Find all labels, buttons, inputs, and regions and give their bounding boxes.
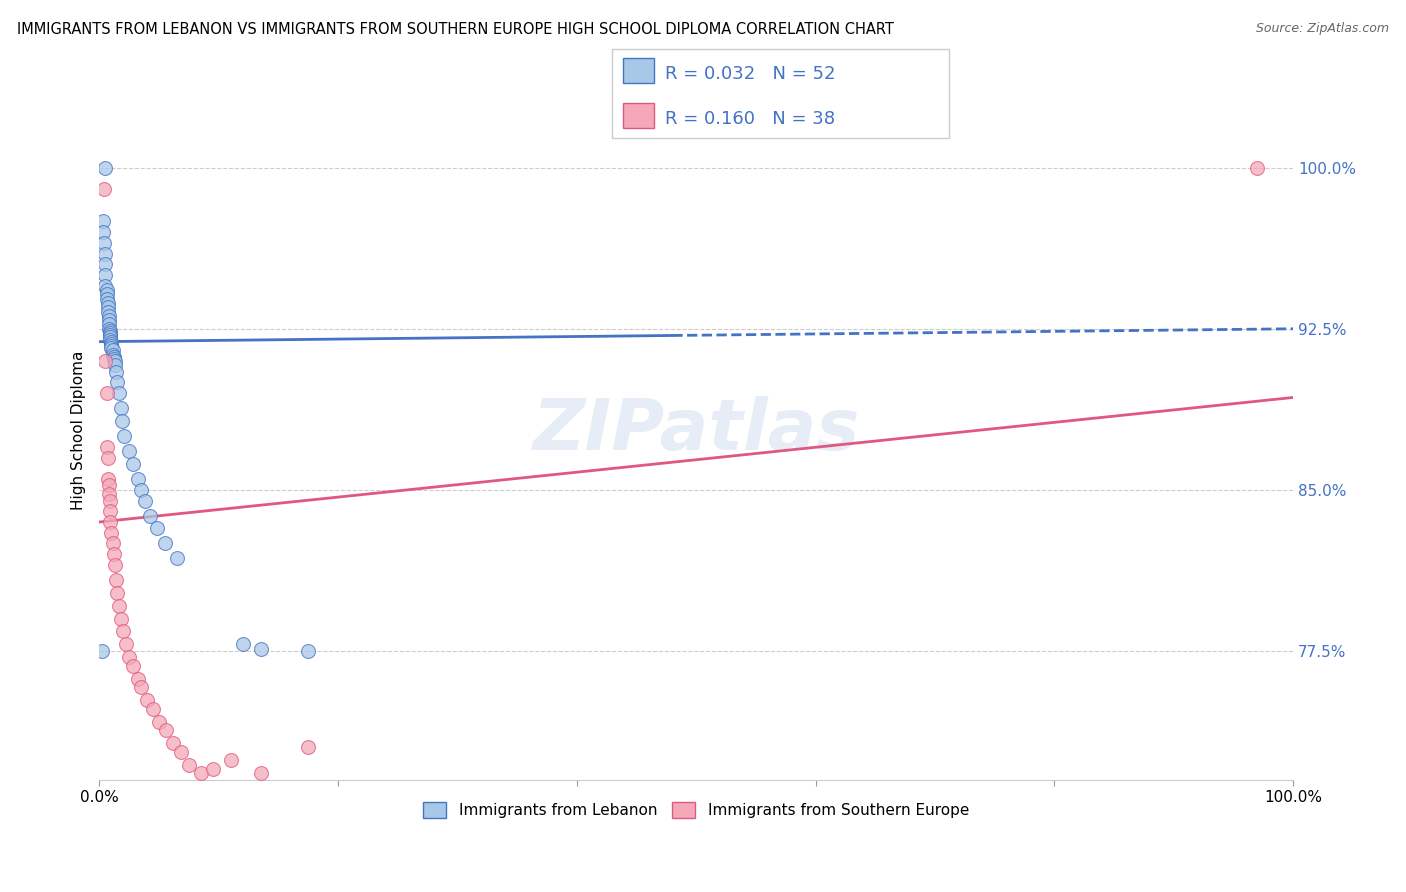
Point: [96, 386, 118, 401]
Point: [107, 599, 129, 613]
Point: [94, 246, 117, 260]
Point: [155, 723, 177, 738]
Text: Source: ZipAtlas.com: Source: ZipAtlas.com: [1256, 22, 1389, 36]
Point: [177, 757, 200, 772]
Point: [98, 324, 121, 338]
Point: [114, 429, 136, 443]
Point: [148, 714, 170, 729]
Legend: Immigrants from Lebanon, Immigrants from Southern Europe: Immigrants from Lebanon, Immigrants from…: [418, 796, 974, 824]
Point: [97, 304, 120, 318]
Point: [93, 182, 115, 196]
Point: [105, 365, 128, 379]
Point: [101, 347, 124, 361]
Point: [103, 547, 125, 561]
Point: [100, 336, 122, 351]
Text: IMMIGRANTS FROM LEBANON VS IMMIGRANTS FROM SOUTHERN EUROPE HIGH SCHOOL DIPLOMA C: IMMIGRANTS FROM LEBANON VS IMMIGRANTS FR…: [17, 22, 894, 37]
Point: [121, 658, 143, 673]
Point: [110, 401, 132, 416]
Point: [98, 493, 121, 508]
Point: [104, 558, 127, 572]
Point: [201, 762, 224, 776]
Point: [100, 334, 122, 349]
Point: [97, 296, 120, 310]
Text: R = 0.160   N = 38: R = 0.160 N = 38: [665, 110, 835, 128]
Point: [94, 268, 117, 282]
Point: [249, 766, 271, 780]
Point: [127, 672, 149, 686]
Point: [190, 766, 212, 780]
Point: [145, 521, 167, 535]
Point: [97, 472, 120, 486]
Point: [1246, 161, 1268, 175]
Point: [118, 650, 141, 665]
Point: [162, 736, 184, 750]
Point: [100, 339, 122, 353]
Point: [98, 318, 121, 332]
Point: [121, 457, 143, 471]
Point: [100, 525, 122, 540]
Point: [96, 292, 118, 306]
Point: [96, 283, 118, 297]
Point: [104, 354, 127, 368]
Point: [105, 376, 128, 390]
Y-axis label: High School Diploma: High School Diploma: [72, 351, 86, 510]
Point: [98, 330, 121, 344]
Text: ZIPatlas: ZIPatlas: [533, 396, 860, 466]
Point: [249, 641, 271, 656]
Point: [136, 693, 159, 707]
Point: [98, 515, 121, 529]
Point: [105, 573, 128, 587]
Point: [134, 493, 156, 508]
Point: [98, 322, 121, 336]
Point: [110, 611, 132, 625]
Point: [112, 624, 135, 639]
Point: [114, 637, 136, 651]
Point: [100, 341, 122, 355]
Text: R = 0.032   N = 52: R = 0.032 N = 52: [665, 65, 835, 83]
Point: [104, 359, 127, 373]
Point: [169, 745, 191, 759]
Point: [94, 278, 117, 293]
Point: [101, 343, 124, 358]
Point: [129, 483, 152, 497]
Point: [90, 644, 112, 658]
Point: [297, 740, 319, 755]
Point: [96, 287, 118, 301]
Point: [219, 753, 242, 767]
Point: [98, 313, 121, 327]
Point: [98, 478, 121, 492]
Point: [98, 333, 121, 347]
Point: [98, 326, 121, 340]
Point: [98, 328, 121, 343]
Point: [105, 586, 128, 600]
Point: [94, 354, 117, 368]
Point: [138, 508, 160, 523]
Point: [97, 301, 120, 315]
Point: [153, 536, 176, 550]
Point: [232, 637, 254, 651]
Point: [103, 350, 125, 364]
Point: [91, 225, 114, 239]
Point: [297, 644, 319, 658]
Point: [142, 702, 165, 716]
Point: [94, 161, 117, 175]
Point: [111, 414, 134, 428]
Point: [96, 440, 118, 454]
Point: [98, 309, 121, 323]
Point: [97, 450, 120, 465]
Point: [127, 472, 149, 486]
Point: [129, 681, 152, 695]
Point: [107, 386, 129, 401]
Point: [93, 235, 115, 250]
Point: [98, 504, 121, 518]
Point: [91, 214, 114, 228]
Point: [103, 351, 125, 366]
Point: [166, 551, 188, 566]
Point: [94, 257, 117, 271]
Point: [98, 487, 121, 501]
Point: [101, 536, 124, 550]
Point: [118, 444, 141, 458]
